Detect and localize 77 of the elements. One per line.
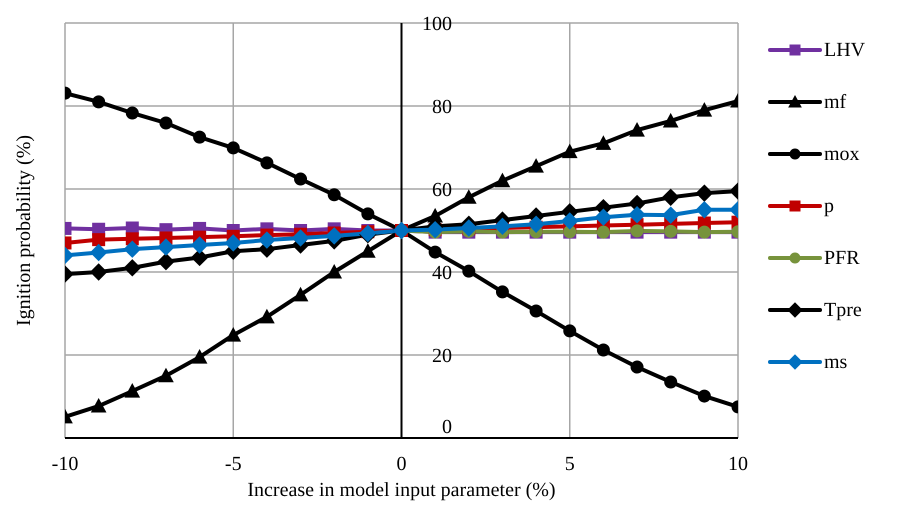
- legend-label: mox: [824, 142, 860, 166]
- point: [126, 106, 139, 120]
- point: [157, 253, 174, 270]
- point: [159, 116, 172, 130]
- point: [563, 324, 576, 338]
- point: [461, 190, 476, 204]
- y-axis-title: Ignition probability (%): [13, 134, 36, 326]
- point: [696, 102, 712, 117]
- point: [596, 136, 611, 150]
- x-tick-label: 0: [396, 453, 406, 476]
- point: [226, 328, 241, 342]
- point: [193, 130, 206, 144]
- point: [494, 173, 510, 188]
- point: [124, 259, 141, 276]
- point: [192, 350, 208, 364]
- point: [294, 172, 308, 186]
- point: [696, 201, 713, 218]
- point: [462, 264, 476, 278]
- point: [157, 238, 174, 256]
- point: [494, 218, 511, 235]
- point: [91, 398, 106, 413]
- point: [696, 184, 713, 202]
- point: [260, 156, 274, 170]
- point: [258, 232, 276, 249]
- point: [662, 188, 680, 206]
- y-tick-label: 60: [432, 179, 452, 201]
- point: [530, 304, 543, 318]
- x-tick-label: -10: [52, 453, 78, 476]
- point: [662, 206, 680, 224]
- point: [698, 390, 711, 403]
- x-tick-label: -5: [224, 453, 242, 476]
- point: [594, 208, 612, 226]
- point: [124, 384, 140, 398]
- legend-label: LHV: [824, 38, 866, 62]
- point: [191, 236, 208, 254]
- y-tick-label: 40: [432, 262, 452, 284]
- point: [496, 285, 509, 298]
- point: [226, 141, 240, 154]
- point: [292, 229, 310, 246]
- legend-label: p: [824, 194, 834, 218]
- y-tick-label: 80: [432, 96, 452, 118]
- point: [428, 246, 442, 259]
- point: [360, 244, 376, 258]
- point: [663, 113, 678, 128]
- point: [596, 344, 610, 357]
- legend-label: mf: [824, 90, 846, 114]
- point: [528, 216, 545, 233]
- point: [158, 368, 174, 382]
- point: [328, 188, 341, 202]
- point: [224, 234, 242, 252]
- point: [528, 158, 544, 173]
- point: [664, 375, 678, 388]
- point: [630, 360, 644, 374]
- point: [562, 144, 578, 158]
- y-tick-label: 0: [442, 416, 452, 438]
- point: [90, 264, 108, 280]
- x-axis-title: Increase in model input parameter (%): [247, 479, 556, 501]
- legend-label: ms: [824, 350, 848, 374]
- point: [293, 287, 308, 302]
- point: [326, 227, 343, 244]
- point: [259, 309, 274, 324]
- legend-label: PFR: [824, 246, 860, 270]
- point: [630, 122, 645, 137]
- legend-label: Tpre: [824, 298, 862, 322]
- point: [460, 220, 478, 237]
- point: [90, 244, 108, 261]
- point: [92, 95, 106, 108]
- y-tick-label: 20: [432, 345, 452, 367]
- y-tick-label: 100: [422, 13, 452, 35]
- x-tick-label: 5: [564, 453, 575, 476]
- point: [561, 212, 578, 230]
- point: [628, 206, 646, 224]
- point: [326, 264, 342, 278]
- x-tick-label: 10: [728, 453, 748, 476]
- point: [361, 207, 374, 220]
- point: [92, 233, 106, 246]
- point: [124, 240, 141, 258]
